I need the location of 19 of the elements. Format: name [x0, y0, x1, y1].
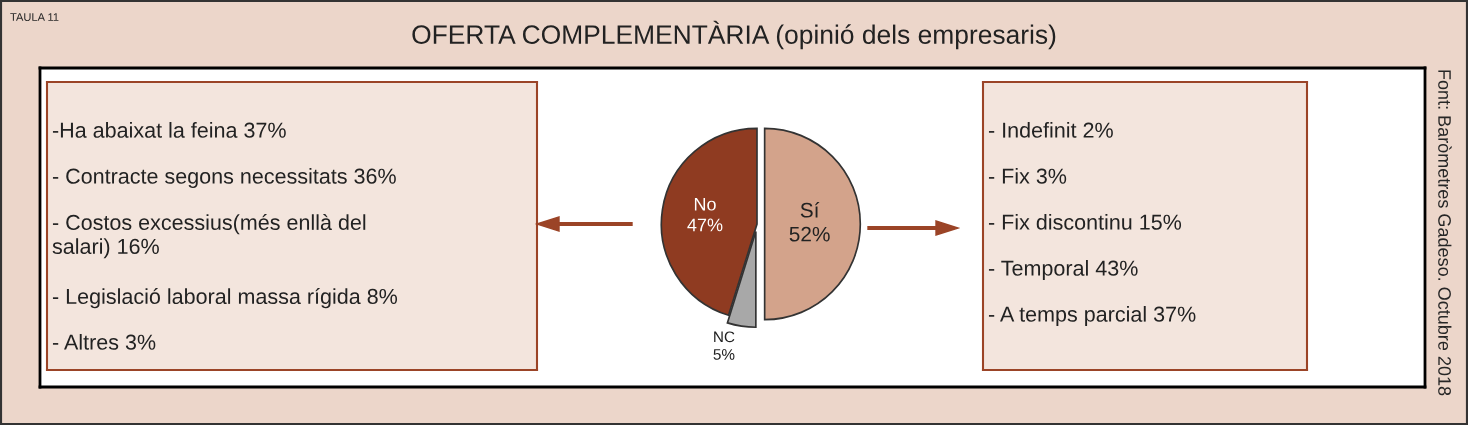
text: - Contracte segons necessitats 36% — [52, 168, 396, 189]
text: Font: Baròmetres Gadeso. Octubre 2018 — [1438, 70, 1452, 396]
chart-title: OFERTA COMPLEMENTÀRIA (opinió dels empresaris) — [412, 20, 1056, 50]
text: - Costos excessius(més enllà del salari) 16% — [52, 213, 366, 259]
text: - Temporal 43% — [988, 260, 1138, 281]
text: - Fix 3% — [988, 168, 1067, 184]
data-label: 52% — [789, 226, 830, 242]
text: -Ha abaixat la feina 37% — [52, 122, 286, 138]
data-label: 47% — [687, 218, 723, 232]
text: - Indefinit 2% — [988, 122, 1113, 138]
text: - Altres 3% — [52, 334, 156, 350]
data-label: 5% — [713, 349, 735, 360]
slice-label: NC — [714, 331, 735, 343]
text: - Legislació laboral massa rígida 8% — [52, 288, 398, 309]
text: - Fix discontinu 15% — [988, 214, 1182, 230]
text: TAULA 11 — [10, 13, 59, 21]
text: - A temps parcial 37% — [988, 306, 1196, 327]
slice-label: No — [694, 197, 716, 211]
slice-label: Sí — [800, 202, 820, 218]
